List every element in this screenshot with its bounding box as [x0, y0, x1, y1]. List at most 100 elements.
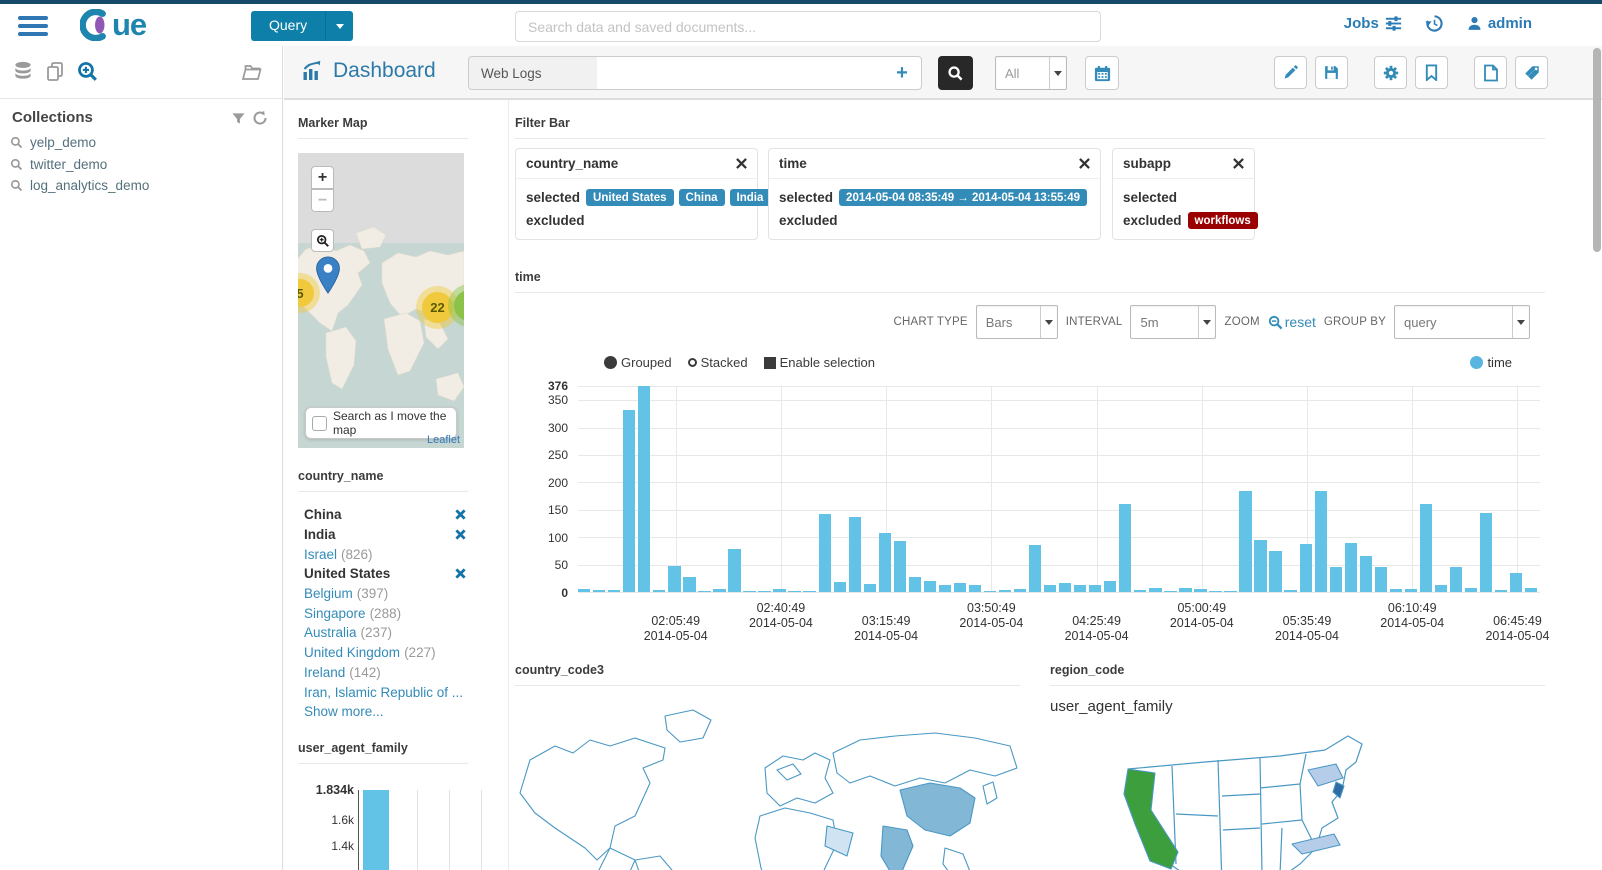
time-chart-bar[interactable] [1028, 545, 1042, 592]
time-chart-bar[interactable] [1104, 581, 1117, 592]
time-chart-bar[interactable] [983, 590, 997, 592]
time-chart-bar[interactable] [1449, 567, 1463, 592]
time-chart-bar[interactable] [1509, 572, 1523, 592]
grouped-radio[interactable]: Grouped [604, 355, 672, 370]
time-chart-bar[interactable] [1524, 587, 1538, 592]
time-chart-bar[interactable] [1179, 588, 1192, 592]
time-chart-bar[interactable] [1434, 585, 1448, 592]
remove-filter-icon[interactable] [455, 509, 466, 520]
filter-value-pill[interactable]: China [678, 189, 725, 206]
close-icon[interactable] [1233, 158, 1244, 169]
time-chart-bar[interactable] [1359, 556, 1372, 592]
documents-icon[interactable] [44, 60, 66, 84]
time-chart-bar[interactable] [1374, 567, 1387, 592]
time-chart-bar[interactable] [1119, 504, 1132, 592]
time-chart-bar[interactable] [1074, 585, 1087, 592]
time-chart-bar[interactable] [1464, 587, 1478, 592]
map-cluster-5[interactable]: 5 [298, 279, 314, 307]
time-chart-bar[interactable] [1209, 590, 1222, 592]
time-chart-bar[interactable] [1043, 584, 1057, 592]
facet-link[interactable]: Iran, Islamic Republic of ... [304, 684, 464, 700]
save-dashboard-button[interactable] [1315, 56, 1348, 89]
time-chart-bar[interactable] [1479, 512, 1493, 592]
time-chart-bar[interactable] [1344, 542, 1357, 592]
hue-logo[interactable]: HUE ue [80, 9, 147, 41]
time-chart-bar[interactable] [878, 533, 891, 592]
group-by-select[interactable]: query [1394, 305, 1530, 339]
scope-select[interactable]: All [995, 56, 1067, 90]
time-chart-bar[interactable] [638, 386, 651, 592]
facet-link[interactable]: Singapore [304, 605, 366, 621]
leaflet-attribution-link[interactable]: Leaflet [426, 434, 460, 446]
mini-chart-bar[interactable] [363, 790, 389, 870]
time-chart-bar[interactable] [773, 588, 786, 592]
time-chart-bar[interactable] [908, 576, 921, 592]
collection-item-yelp_demo[interactable]: yelp_demo [10, 135, 96, 150]
time-chart-bar[interactable] [1224, 590, 1237, 592]
time-chart-bar[interactable] [833, 582, 846, 592]
zoom-reset-link[interactable]: reset [1268, 314, 1316, 330]
facet-link[interactable]: Israel [304, 546, 338, 562]
time-chart-bar[interactable] [743, 590, 756, 592]
time-chart-bar[interactable] [608, 590, 621, 592]
query-button-label[interactable]: Query [269, 17, 308, 33]
close-icon[interactable] [736, 158, 747, 169]
time-chart-bar[interactable] [818, 514, 831, 592]
chart-type-select[interactable]: Bars [975, 305, 1058, 339]
time-chart-bar[interactable] [953, 582, 967, 592]
time-chart-bar[interactable] [1194, 589, 1207, 592]
stacked-radio[interactable]: Stacked [687, 355, 748, 370]
edit-dashboard-button[interactable] [1274, 56, 1307, 89]
time-chart-bar[interactable] [1134, 590, 1147, 592]
filter-value-pill[interactable]: United States [586, 189, 674, 206]
time-chart-bar[interactable] [1059, 582, 1072, 592]
time-chart-bar[interactable] [923, 581, 937, 592]
hamburger-menu-icon[interactable] [18, 12, 48, 40]
time-chart-bar[interactable] [1419, 504, 1433, 592]
marker-map[interactable]: + − 5 22 2 Search as I move the map Leaf… [298, 153, 464, 448]
time-chart-bar[interactable] [1164, 590, 1177, 592]
filter-value-pill[interactable]: 2014-05-04 08:35:49 → 2014-05-04 13:55:4… [839, 189, 1088, 206]
query-dropdown-button[interactable]: Query [251, 11, 354, 41]
time-chart-bar[interactable] [848, 516, 861, 592]
filter-value-pill[interactable]: workflows [1187, 212, 1258, 229]
collection-item-log_analytics_demo[interactable]: log_analytics_demo [10, 178, 149, 193]
history-button[interactable] [1425, 14, 1444, 33]
time-chart-bar[interactable] [803, 590, 816, 592]
collection-item-twitter_demo[interactable]: twitter_demo [10, 157, 107, 172]
global-search-input[interactable] [515, 11, 1101, 42]
region-code-us-map[interactable] [1110, 724, 1420, 870]
time-chart-bar[interactable] [1314, 490, 1327, 592]
time-chart-bar[interactable] [1299, 543, 1312, 592]
time-chart-bar[interactable] [1389, 589, 1402, 592]
map-search-toggle[interactable]: Search as I move the map [305, 407, 457, 439]
time-chart-bar[interactable] [593, 590, 606, 592]
time-chart-bar[interactable] [1494, 590, 1508, 592]
search-button[interactable] [938, 56, 973, 90]
map-cluster-22[interactable]: 22 [422, 292, 453, 323]
map-magnify-button[interactable] [311, 229, 334, 252]
query-caret-icon[interactable] [325, 11, 353, 41]
time-chart-bar[interactable] [1013, 588, 1027, 592]
filter-value-pill[interactable]: India [729, 189, 771, 206]
interval-select[interactable]: 5m [1130, 305, 1217, 339]
facet-link[interactable]: United Kingdom [304, 645, 401, 661]
databases-icon[interactable] [12, 60, 34, 84]
time-chart-bar[interactable] [863, 583, 876, 592]
filter-collections-icon[interactable] [231, 111, 246, 126]
refresh-collections-icon[interactable] [252, 110, 268, 126]
time-chart-bar[interactable] [1329, 567, 1342, 592]
time-chart-bar[interactable] [758, 590, 771, 592]
time-chart-bar[interactable] [998, 590, 1012, 592]
facet-link[interactable]: Belgium [304, 586, 353, 602]
remove-filter-icon[interactable] [455, 529, 466, 540]
collection-source-box[interactable]: Web Logs [468, 56, 598, 90]
enable-selection-checkbox[interactable]: Enable selection [763, 355, 875, 370]
time-chart-bar[interactable] [1254, 539, 1267, 592]
map-cluster-green[interactable]: 2 [454, 290, 464, 321]
time-chart-bar[interactable] [653, 590, 666, 592]
time-chart-bar[interactable] [1149, 587, 1162, 592]
time-chart-bar[interactable] [893, 540, 906, 592]
time-chart-bar[interactable] [788, 590, 801, 592]
new-document-button[interactable] [1474, 56, 1507, 89]
